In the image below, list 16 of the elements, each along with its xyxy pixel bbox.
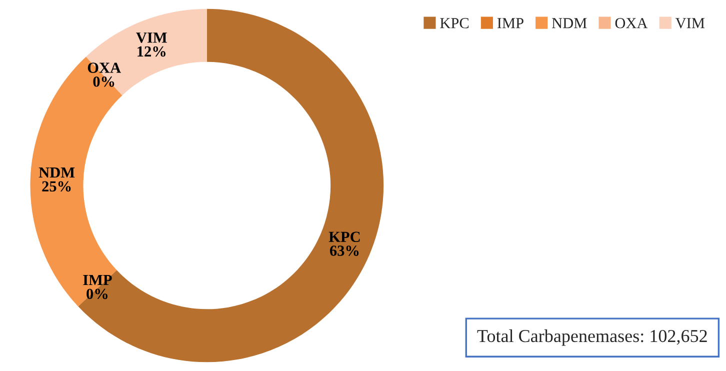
legend-label: KPC [440, 18, 469, 28]
text: 0% [93, 76, 114, 87]
legend-label: VIM [675, 18, 705, 28]
category-label: OXA [88, 62, 121, 73]
data-label: 12% [138, 46, 166, 57]
slice-label: NDM [38, 168, 75, 178]
text: 0% [86, 288, 108, 300]
category-label: IMP [83, 275, 112, 286]
legend-label: NDM [552, 18, 587, 28]
slice-label: KPC [328, 232, 360, 242]
legend-label: IMP [497, 18, 524, 28]
legend-label: OXA [615, 18, 648, 28]
data-label: 63% [330, 246, 359, 256]
text: Total Carbapenemases: 102,652 [477, 329, 707, 346]
data-label: 25% [42, 181, 71, 192]
slice-label: VIM [136, 32, 167, 43]
